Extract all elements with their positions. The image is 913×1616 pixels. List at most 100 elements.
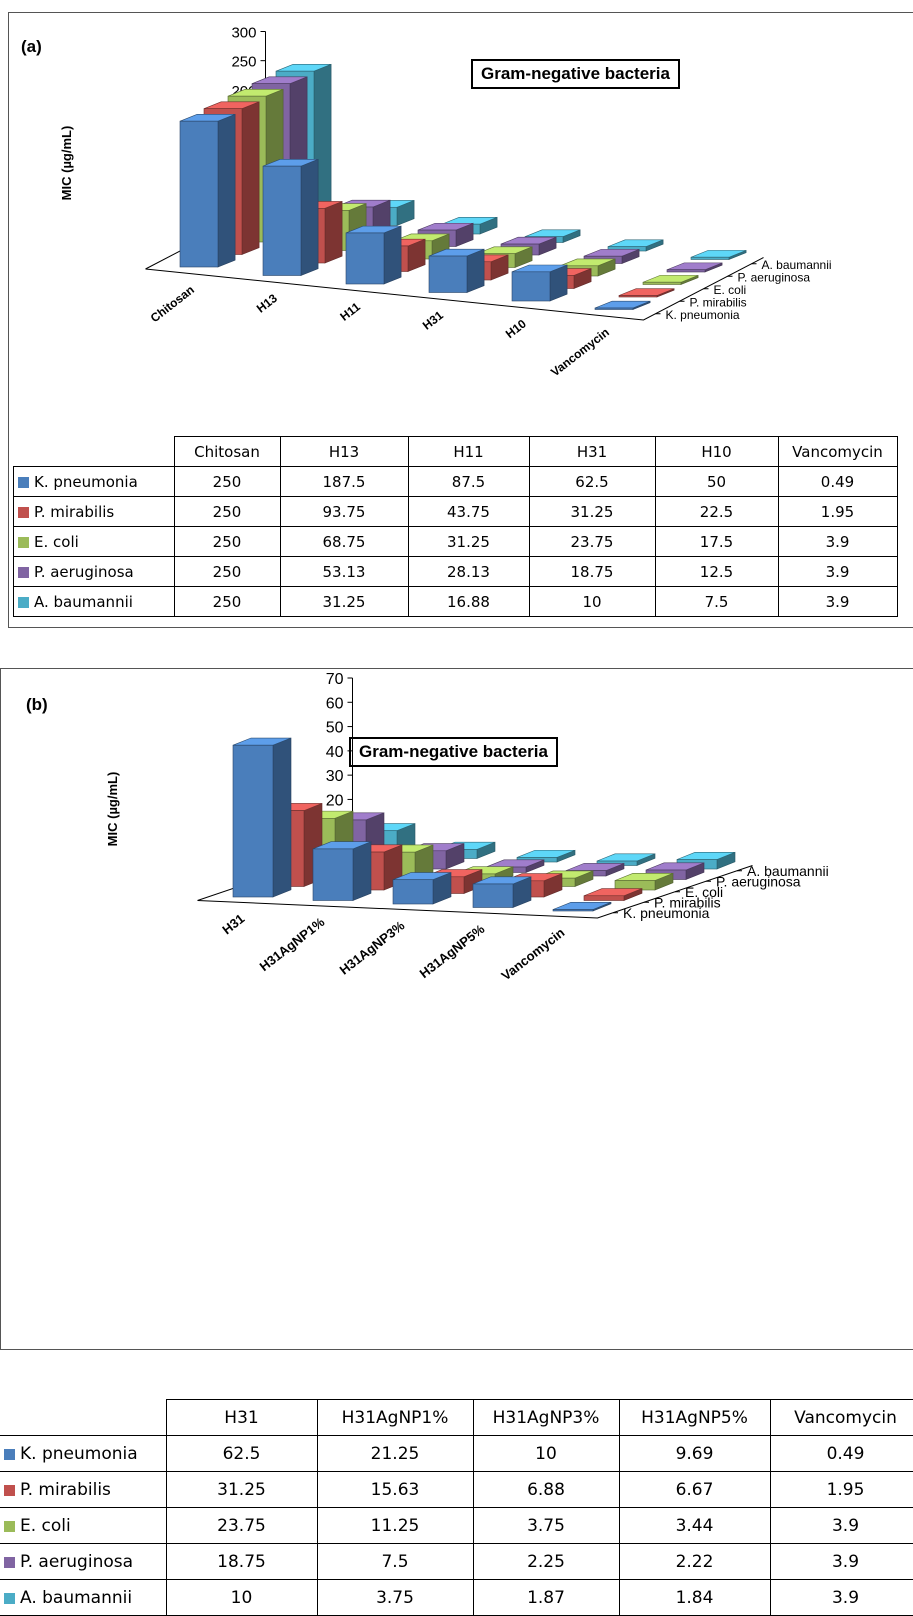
series-name: P. aeruginosa: [20, 1551, 134, 1572]
table-header: H13: [279, 436, 409, 467]
series-axis-label: P. aeruginosa: [738, 270, 811, 284]
table-cell: 250: [173, 556, 281, 587]
table-row-label: P. aeruginosa: [13, 556, 175, 587]
table-cell: 31.25: [279, 586, 409, 617]
bar-front: [552, 909, 594, 912]
chart-b-plot: 706050403020100MIC (µg/mL)H31H31AgNP1%H3…: [105, 671, 829, 984]
bar: [618, 288, 675, 298]
series-axis-label: P. mirabilis: [690, 295, 747, 309]
bar: [392, 872, 452, 905]
y-tick-label: 70: [326, 671, 344, 688]
chart-title-b: Gram-negative bacteria: [349, 737, 558, 767]
series-name: P. mirabilis: [34, 502, 115, 521]
table-cell: 28.13: [407, 556, 530, 587]
table-cell: 9.69: [618, 1435, 771, 1472]
bar-front: [583, 895, 625, 901]
y-tick-label: 250: [231, 54, 256, 71]
bar: [179, 113, 236, 268]
bar: [607, 239, 664, 252]
table-cell: 68.75: [279, 526, 409, 557]
x-category-label: H31AgNP3%: [337, 918, 408, 978]
table-corner: [0, 1399, 167, 1436]
chart-panel-a: (a) Gram-negative bacteria 3002502001501…: [8, 12, 913, 628]
table-cell: 62.5: [165, 1435, 318, 1472]
table-cell: 23.75: [528, 526, 656, 557]
table-cell: 2.25: [472, 1543, 620, 1580]
table-row-label: P. aeruginosa: [0, 1543, 167, 1580]
table-cell: 6.67: [618, 1471, 771, 1508]
bar: [232, 737, 292, 898]
data-table-a: Chitosan H13 H11 H31 H10 Vancomycin K. p…: [13, 436, 898, 617]
series-axis-label: K. pneumonia: [666, 308, 740, 322]
table-corner: [13, 436, 175, 467]
series-axis-label: P. mirabilis: [654, 894, 721, 910]
bar-front: [392, 879, 434, 905]
chart-title-a: Gram-negative bacteria: [471, 59, 680, 89]
table-cell: 18.75: [528, 556, 656, 587]
legend-swatch: [4, 1556, 15, 1568]
y-tick-label: 40: [326, 744, 344, 761]
table-cell: 50: [654, 466, 779, 497]
series-name: P. mirabilis: [20, 1479, 111, 1500]
bar: [345, 225, 402, 285]
bar-front: [345, 232, 385, 285]
bar-top: [594, 300, 651, 309]
table-row-label: P. mirabilis: [13, 496, 175, 527]
bar-front: [618, 295, 658, 298]
bar: [312, 841, 372, 901]
table-cell: 3.9: [769, 1507, 913, 1544]
table-cell: 22.5: [654, 496, 779, 527]
series-name: K. pneumonia: [20, 1443, 138, 1464]
table-row-label: A. baumannii: [0, 1579, 167, 1616]
table-header: H31AgNP3%: [472, 1399, 620, 1436]
bar-front: [642, 281, 682, 285]
table-cell: 87.5: [407, 466, 530, 497]
chart-a-plot: 300250200150100500MIC (µg/mL)ChitosanH13…: [59, 25, 832, 380]
table-header: H10: [654, 436, 779, 467]
table-row: P. aeruginosa 18.75 7.5 2.25 2.22 3.9: [0, 1543, 913, 1580]
bar-side: [217, 113, 236, 268]
table-cell: 3.9: [777, 526, 898, 557]
bar: [428, 248, 485, 293]
bar-side: [466, 248, 485, 293]
x-category-label: Vancomycin: [498, 925, 567, 984]
table-cell: 187.5: [279, 466, 409, 497]
table-cell: 31.25: [528, 496, 656, 527]
table-header: H31: [528, 436, 656, 467]
y-axis-label: MIC (µg/mL): [105, 772, 120, 847]
bar: [262, 158, 319, 276]
series-name: P. aeruginosa: [34, 562, 134, 581]
y-tick-label: 20: [326, 792, 344, 809]
y-tick-label: 50: [326, 720, 344, 737]
table-row: P. mirabilis 250 93.75 43.75 31.25 22.5 1.95: [13, 496, 898, 527]
series-axis-label: E. coli: [714, 283, 747, 297]
table-cell: 3.44: [618, 1507, 771, 1544]
table-cell: 7.5: [316, 1543, 474, 1580]
table-row-label: P. mirabilis: [0, 1471, 167, 1508]
floor-edge: [145, 257, 764, 321]
table-cell: 10: [528, 586, 656, 617]
table-cell: 2.22: [618, 1543, 771, 1580]
series-axis-label: K. pneumonia: [623, 905, 710, 921]
legend-swatch: [18, 566, 29, 578]
x-category-label: Vancomycin: [548, 325, 612, 379]
table-header: H11: [407, 436, 530, 467]
bar: [511, 264, 568, 302]
y-tick-label: 300: [231, 25, 256, 42]
table-row: E. coli 23.75 11.25 3.75 3.44 3.9: [0, 1507, 913, 1544]
floor-edge: [197, 865, 753, 919]
x-category-label: H10: [503, 316, 529, 341]
series-name: A. baumannii: [34, 592, 133, 611]
bar-top: [618, 288, 675, 296]
bar-front: [428, 255, 468, 293]
table-cell: 62.5: [528, 466, 656, 497]
x-category-label: H31AgNP1%: [257, 914, 328, 974]
bar-front: [690, 256, 730, 260]
x-category-label: H13: [254, 291, 280, 316]
bar: [690, 249, 747, 260]
bar-side: [300, 158, 319, 276]
table-row: K. pneumonia 250 187.5 87.5 62.5 50 0.49: [13, 466, 898, 497]
table-cell: 23.75: [165, 1507, 318, 1544]
legend-swatch: [18, 536, 29, 548]
table-cell: 43.75: [407, 496, 530, 527]
